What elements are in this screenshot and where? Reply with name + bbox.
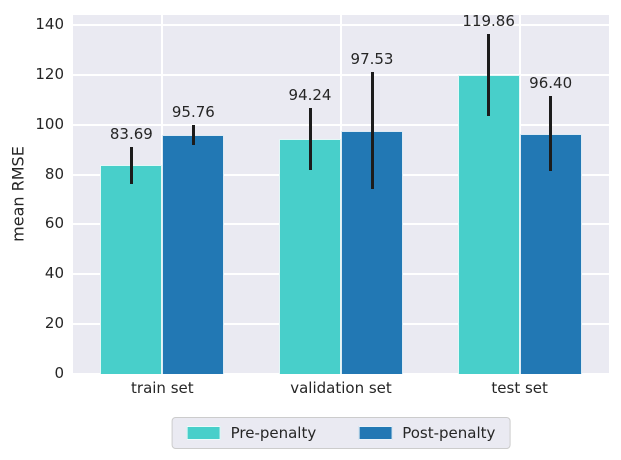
value-label: 95.76 [171,103,215,122]
y-tick-label: 40 [44,264,64,283]
y-tick-label: 100 [35,114,64,133]
error-bar [487,34,491,117]
plot-area: 83.69 95.76 94.24 97.53 119.86 96.40 [73,12,609,375]
error-bar [549,96,553,172]
bar [100,165,163,374]
legend-entry: Pre-penalty [186,424,317,442]
x-tick-label: train set [131,379,194,397]
bar [279,139,341,374]
y-tick-label: 140 [35,14,64,33]
legend-swatch [358,426,393,440]
legend-label: Pre-penalty [230,424,317,442]
y-tick-label: 60 [44,214,64,233]
legend-label: Post-penalty [402,424,496,442]
y-tick-label: 80 [44,164,64,183]
x-tick-label: validation set [290,379,392,397]
legend: Pre-penalty Post-penalty [171,417,511,449]
error-bar [370,72,374,190]
gridline-horizontal [73,373,609,375]
bar [519,133,582,374]
legend-entry: Post-penalty [358,424,495,442]
bar [457,75,520,374]
legend-swatch [186,426,221,440]
value-label: 119.86 [462,12,515,31]
error-bar [308,108,312,170]
bar [162,135,225,374]
y-tick-label: 20 [44,314,64,333]
error-bar [191,125,195,146]
value-label: 83.69 [109,124,153,143]
value-label: 97.53 [350,50,394,69]
y-tick-label: 0 [54,364,64,382]
x-tick-label: test set [491,379,548,397]
y-tick-label: 120 [35,64,64,83]
value-label: 94.24 [288,86,332,105]
value-label: 96.40 [529,74,573,93]
error-bar [129,146,133,185]
